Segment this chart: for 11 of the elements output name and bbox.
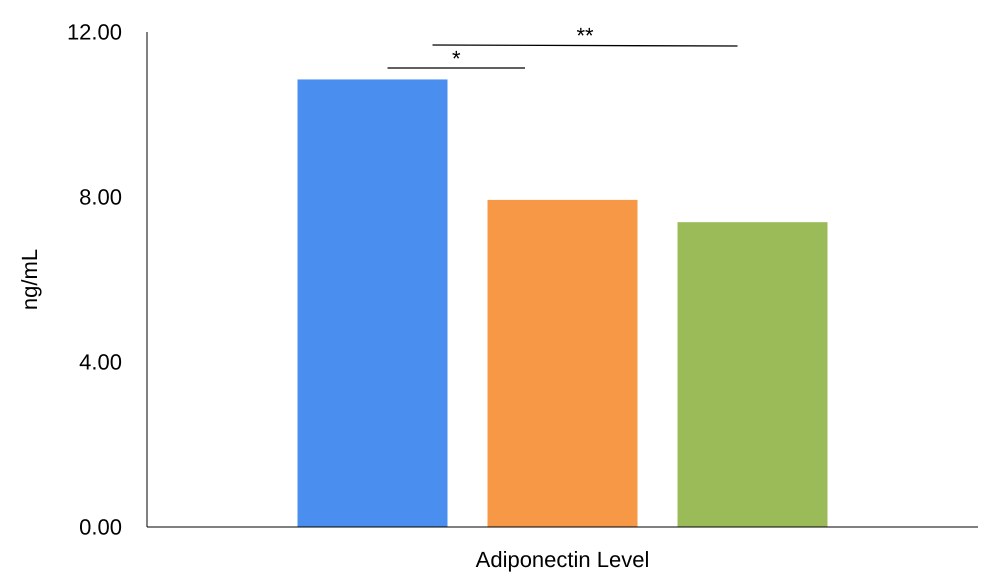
y-axis-title: ng/mL (17, 248, 42, 310)
annotation: * (452, 46, 461, 71)
y-tick-label: 4.00 (79, 350, 122, 375)
bar (678, 222, 828, 527)
y-tick-label: 0.00 (79, 514, 122, 540)
y-tick-label: 8.00 (79, 184, 122, 210)
annotation: ** (576, 23, 594, 48)
y-tick-label: 12.00 (66, 20, 122, 45)
bar (488, 200, 638, 527)
bar (298, 79, 448, 527)
x-tick-label: Adiponectin Level (476, 547, 650, 572)
